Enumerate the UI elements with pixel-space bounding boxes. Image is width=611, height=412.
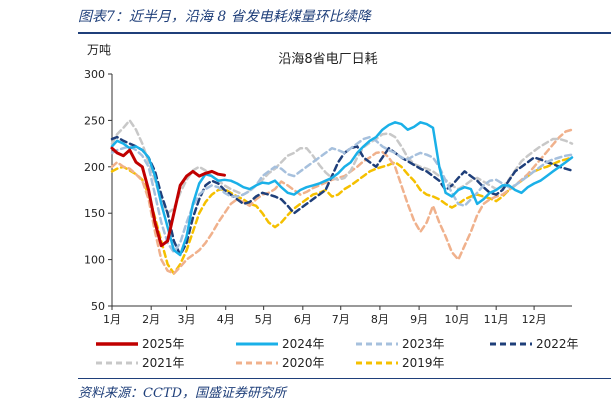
title-rule xyxy=(78,32,611,34)
x-tick-label: 10月 xyxy=(445,313,470,326)
x-tick-label: 2月 xyxy=(142,313,160,326)
y-tick-label: 250 xyxy=(84,114,105,127)
x-tick-label: 12月 xyxy=(522,313,547,326)
y-tick-label: 300 xyxy=(84,68,105,81)
y-tick-label: 50 xyxy=(91,300,105,313)
figure-title: 图表7：近半月，沿海 8 省发电耗煤量环比续降 xyxy=(78,9,371,25)
legend-label: 2023年 xyxy=(402,337,445,351)
legend-label: 2024年 xyxy=(282,337,325,351)
source-rule xyxy=(78,378,611,379)
x-tick-label: 11月 xyxy=(484,313,509,326)
legend: 2025年 2024年 2023年 2022年 2021年 2020年 2019年 xyxy=(96,337,579,370)
series-line-2024 xyxy=(110,121,574,257)
x-tick-label: 8月 xyxy=(371,313,389,326)
x-tick-label: 1月 xyxy=(103,313,121,326)
series-line-2020 xyxy=(110,128,574,275)
chart-title: 沿海8省电厂日耗 xyxy=(278,52,377,67)
y-axis-unit-label: 万吨 xyxy=(87,43,111,57)
axes: 50 100 150 200 250 300 1月 2月 3月 4月 5月 6月 7月 8月 9月 10月 11… xyxy=(84,68,572,326)
y-tick-label: 150 xyxy=(84,207,105,220)
x-tick-label: 3月 xyxy=(178,313,196,326)
x-tick-label: 7月 xyxy=(332,313,350,326)
y-tick-label: 100 xyxy=(84,254,105,267)
legend-label: 2022年 xyxy=(536,337,579,351)
legend-label: 2021年 xyxy=(142,356,185,370)
series-line-2019 xyxy=(110,156,574,275)
x-tick-label: 4月 xyxy=(217,313,235,326)
series-line-2025 xyxy=(110,146,226,248)
source-note: 资料来源：CCTD，国盛证券研究所 xyxy=(78,386,286,401)
legend-label: 2020年 xyxy=(282,356,325,370)
series-layer xyxy=(110,119,574,275)
legend-label: 2025年 xyxy=(142,337,185,351)
series-line-2023 xyxy=(110,135,574,254)
x-tick-label: 9月 xyxy=(410,313,428,326)
legend-label: 2019年 xyxy=(402,356,445,370)
x-tick-label: 5月 xyxy=(255,313,273,326)
series-line-2021 xyxy=(110,119,574,215)
x-tick-label: 6月 xyxy=(294,313,312,326)
series-line-2022 xyxy=(110,135,574,257)
y-tick-label: 200 xyxy=(84,161,105,174)
